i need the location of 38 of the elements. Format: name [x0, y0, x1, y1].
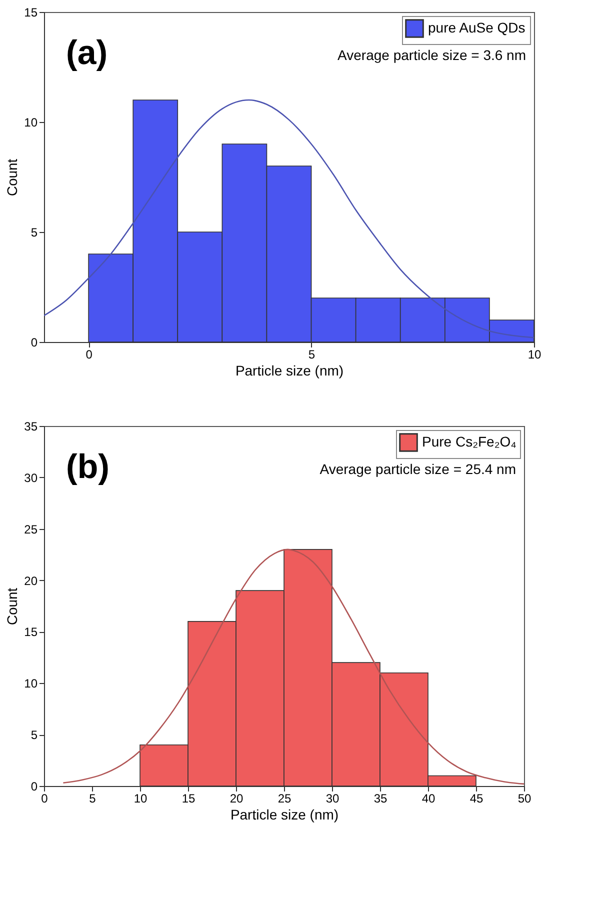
x-tick-label: 10: [528, 348, 542, 362]
annotation: Average particle size = 25.4 nm: [320, 461, 516, 477]
annotation: Average particle size = 3.6 nm: [338, 47, 526, 63]
y-tick-label: 20: [24, 574, 38, 588]
x-tick-label: 15: [182, 792, 196, 806]
y-tick-label: 5: [30, 226, 38, 240]
annotation: (a): [66, 34, 108, 72]
y-tick-label: 25: [24, 522, 38, 536]
line-series: [44, 99, 534, 338]
y-tick-label: 15: [24, 6, 38, 20]
y-tick-label: 15: [24, 625, 38, 640]
x-axis-title: Particle size (nm): [235, 362, 344, 378]
y-tick-label: 10: [24, 676, 38, 691]
x-tick-label: 5: [89, 792, 96, 806]
y-tick-label: 0: [30, 336, 38, 350]
y-tick-label: 5: [30, 728, 38, 742]
x-axis-title: Particle size (nm): [230, 806, 339, 822]
x-tick-label: 25: [278, 792, 292, 806]
x-tick-label: 50: [518, 792, 532, 806]
y-axis-title: Count: [4, 158, 20, 196]
legend-label: pure AuSe QDs: [428, 20, 526, 36]
y-axis-title: Count: [4, 588, 20, 626]
annotation: (b): [66, 448, 110, 486]
x-tick-label: 30: [326, 792, 340, 806]
x-tick-label: 10: [134, 792, 148, 806]
x-tick-label: 0: [41, 792, 48, 806]
x-tick-label: 40: [422, 792, 436, 806]
x-tick-label: 45: [470, 792, 484, 806]
legend-label: Pure Cs₂Fe₂O₄: [422, 434, 517, 450]
y-tick-label: 0: [30, 780, 38, 794]
x-tick-label: 35: [374, 792, 388, 806]
y-tick-label: 35: [24, 420, 38, 434]
x-tick-label: 20: [230, 792, 244, 806]
y-tick-label: 10: [24, 116, 38, 130]
x-tick-label: 5: [308, 348, 316, 362]
x-tick-label: 0: [86, 348, 93, 362]
y-tick-label: 30: [24, 470, 38, 485]
line-series: [62, 548, 524, 785]
